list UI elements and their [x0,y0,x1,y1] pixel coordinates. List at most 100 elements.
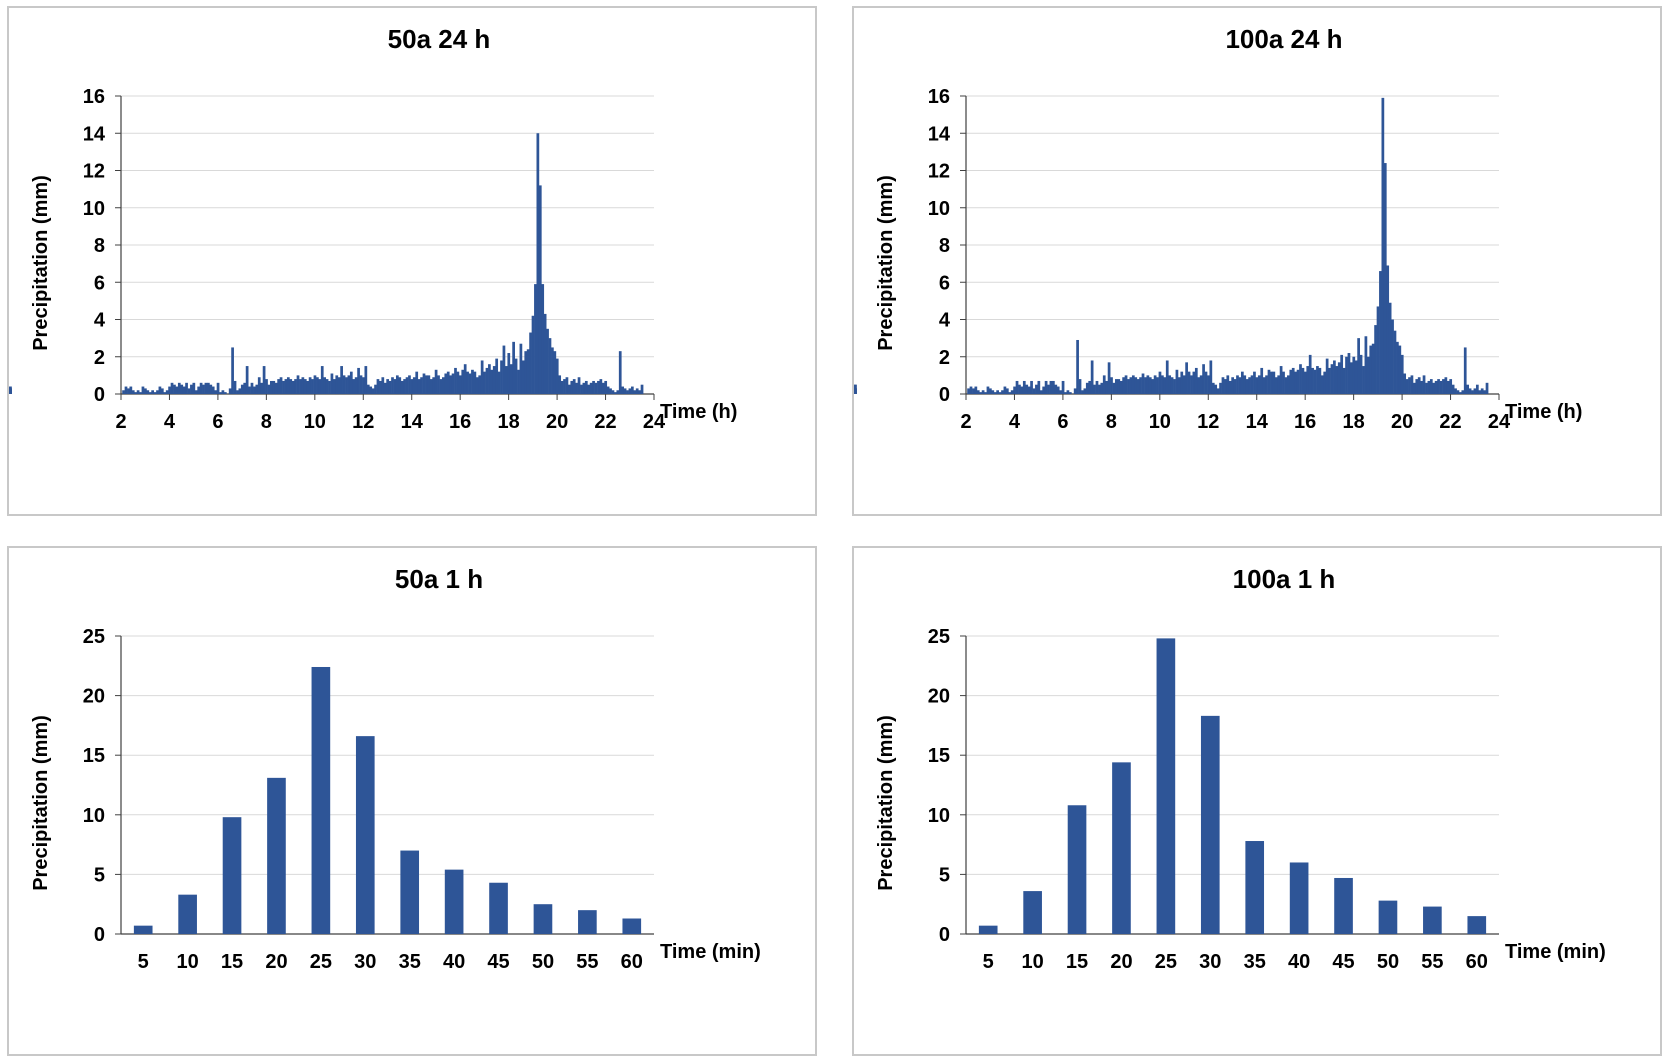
bar [222,817,242,934]
bar [1085,382,1089,394]
x-tick-label: 45 [1332,951,1354,973]
bar [1102,375,1106,395]
bar [253,386,256,394]
bar [1110,377,1113,394]
bar [168,386,171,394]
bar [1253,371,1256,394]
bar [1257,375,1261,395]
bar [223,392,227,394]
y-tick-label: 14 [83,123,106,145]
bar [592,380,595,394]
bar [1364,336,1368,394]
y-tick-label: 10 [928,805,950,827]
bar [969,386,973,394]
bar [485,367,489,394]
y-axis-label: Precipitation (mm) [875,715,897,891]
bar [422,373,426,394]
x-tick-label: 20 [1391,411,1413,433]
y-tick-label: 8 [94,235,105,257]
bar [1095,380,1099,394]
bar [1277,375,1281,395]
bar [432,377,436,394]
bar [567,384,571,394]
bar [187,388,191,394]
bar [986,386,990,394]
bar [500,360,503,394]
bar [393,379,397,394]
bar [158,386,162,394]
bar [395,375,399,395]
bar [533,904,553,934]
bar [1066,390,1070,394]
bar [1425,382,1428,394]
bar [1175,369,1179,394]
bar [1008,392,1012,394]
bar [578,910,597,934]
bar [296,375,300,395]
bar [1035,384,1038,394]
bar [1270,371,1273,394]
bar [279,377,283,394]
bar [1173,379,1176,394]
bar [1067,805,1087,934]
y-tick-label: 2 [94,347,105,369]
bar [267,384,271,394]
bar [318,379,322,394]
bar [429,379,433,394]
x-axis-label: Time (h) [660,401,737,423]
bar [369,386,373,394]
bar [489,882,508,934]
bar [207,382,210,394]
bar [1296,369,1300,394]
bar [1471,390,1474,394]
bar [548,338,552,395]
bar [1073,388,1077,394]
y-axis-label: Precipitation (mm) [875,175,897,351]
bar [197,386,201,394]
x-tick-label: 22 [594,411,616,433]
y-tick-label: 12 [83,161,105,183]
bar [1434,380,1438,394]
bar [1144,377,1147,394]
y-tick-label: 25 [928,626,950,648]
bar [1025,384,1029,394]
bar [182,386,186,394]
bar [192,382,196,394]
x-tick-label: 24 [1488,411,1511,433]
bar [1391,319,1394,394]
bar [480,360,484,394]
bar [978,925,998,934]
bar [1090,360,1094,394]
x-tick-label: 25 [310,951,332,973]
bar [332,379,336,394]
bar [1333,360,1336,394]
bar [1245,379,1249,394]
bar [1485,382,1489,394]
bar [1112,382,1116,394]
bar [1334,877,1353,934]
bar [606,386,610,394]
x-axis-label: Time (min) [1505,941,1606,963]
bar [454,367,457,394]
bar [1289,369,1293,394]
chart-title: 50a 1 h [395,564,483,594]
x-tick-label: 4 [164,411,176,433]
bar [354,377,358,394]
bar [1371,343,1375,394]
x-tick-label: 14 [1246,411,1269,433]
x-tick-label: 10 [177,951,199,973]
bar [1219,382,1222,394]
bar [439,379,443,394]
bar [1381,97,1385,395]
bar [1156,377,1159,394]
bar [1088,380,1092,394]
bar [1320,375,1324,395]
bar [1468,388,1472,394]
bar [1078,379,1082,394]
x-tick-label: 5 [138,951,149,973]
bar [974,386,978,394]
bar [1093,384,1096,394]
bar [306,380,310,394]
x-tick-label: 18 [498,411,520,433]
bar [1039,390,1043,394]
